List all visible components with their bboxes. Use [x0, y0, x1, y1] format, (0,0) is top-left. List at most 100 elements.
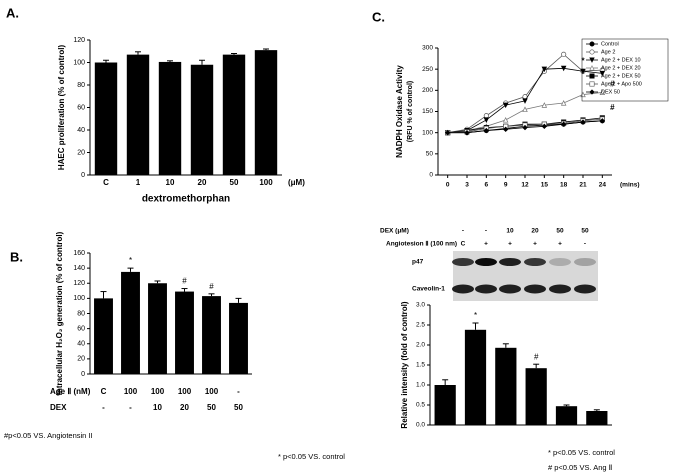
blot-background: [453, 251, 598, 301]
legend-label: Age 2 + DEX 10: [601, 57, 641, 63]
legend-label: DEX 50: [601, 89, 620, 95]
x-tick-label: 100: [259, 178, 273, 187]
point: [522, 106, 528, 112]
point: [502, 126, 509, 132]
blot-band-label: Caveolin-1: [412, 286, 445, 293]
legend-label: Age 2: [601, 49, 615, 55]
point: [599, 70, 606, 77]
x-row-value: 20: [180, 403, 189, 412]
point: [444, 129, 451, 136]
point: [580, 119, 586, 125]
y-tick-label: 80: [77, 82, 85, 89]
blot-lane-value: 50: [581, 228, 589, 235]
bar: [94, 62, 118, 175]
blot-band: [574, 258, 596, 266]
x-row-value: 100: [124, 387, 138, 396]
x-tick-label: 10: [166, 178, 175, 187]
bar: [175, 291, 194, 374]
point: [464, 129, 470, 136]
annotation: #: [610, 103, 615, 112]
x-tick-label: 12: [521, 182, 529, 189]
x-row-value: -: [102, 403, 105, 412]
point: [560, 65, 567, 72]
y-tick-label: 1.5: [416, 362, 425, 369]
y-tick-label: 2.5: [416, 322, 425, 329]
blot-band: [524, 258, 546, 266]
significance-marker: #: [209, 282, 214, 291]
point: [599, 89, 606, 96]
panel-label: C.: [372, 9, 385, 24]
point: [560, 121, 567, 127]
blot-band: [475, 258, 497, 266]
x-tick-label: 9: [504, 182, 508, 189]
x-row-value: C: [101, 387, 107, 396]
bar: [202, 296, 221, 374]
x-tick-label: 15: [541, 182, 549, 189]
x-row-value: 100: [178, 387, 192, 396]
blot-band: [452, 284, 474, 294]
x-tick-label: 6: [485, 182, 489, 189]
footnote: * p<0.05 VS. control: [548, 448, 615, 457]
y-tick-label: 0: [81, 172, 85, 179]
point: [522, 124, 528, 131]
point: [560, 100, 567, 106]
x-row-value: 50: [207, 403, 216, 412]
bar: [586, 411, 608, 425]
x-axis-label: dextromethorphan: [142, 194, 230, 205]
blot-lane-value: +: [508, 241, 512, 248]
x-tick-label: C: [103, 178, 109, 187]
point: [541, 102, 548, 108]
panel-label: A.: [6, 5, 19, 20]
x-tick-label: 18: [560, 182, 568, 189]
significance-marker: #: [182, 277, 187, 286]
y-tick-label: 0.5: [416, 402, 425, 409]
bar: [434, 385, 456, 425]
bar: [555, 406, 578, 425]
blot-band: [499, 258, 521, 266]
x-row-value: 10: [153, 403, 162, 412]
bar: [222, 54, 246, 175]
blot-lane-value: 50: [556, 228, 564, 235]
point: [541, 66, 548, 73]
x-row-value: -: [129, 403, 132, 412]
point: [541, 123, 548, 130]
legend-label: Age 2 + DEX 20: [601, 65, 641, 71]
legend-box: [581, 38, 669, 102]
point: [522, 98, 528, 104]
bar: [94, 298, 113, 374]
x-tick-label: 3: [465, 182, 469, 189]
legend-label: Age 2 + DEX 50: [601, 73, 641, 79]
y-axis-label: (RFU % of control): [407, 81, 414, 142]
y-tick-label: 120: [73, 280, 85, 287]
y-tick-label: 150: [422, 108, 433, 115]
bar: [229, 302, 248, 374]
point: [502, 116, 509, 123]
point: [483, 127, 490, 134]
point: [561, 51, 567, 57]
bar: [121, 271, 140, 374]
x-tick-label: 50: [230, 178, 239, 187]
significance-marker: *: [129, 256, 132, 265]
y-tick-label: 160: [73, 250, 85, 257]
y-axis-label: Relative intensity (fold of control): [400, 301, 409, 428]
blot-lane-value: -: [462, 228, 464, 235]
blot-band: [499, 284, 521, 294]
blot-band: [524, 284, 546, 294]
x-row-value: 100: [205, 387, 219, 396]
y-tick-label: 20: [77, 149, 85, 156]
bar: [254, 50, 278, 175]
blot-row-label: DEX (μM): [380, 228, 409, 235]
significance-marker: *: [474, 311, 477, 320]
legend-label: Age 2 + Apo 500: [601, 81, 642, 87]
x-tick-label: 21: [579, 182, 587, 189]
blot-band: [549, 258, 571, 266]
y-tick-label: 60: [77, 104, 85, 111]
x-tick-label: 0: [446, 182, 450, 189]
y-tick-label: 20: [77, 356, 85, 363]
blot-band-label: p47: [412, 259, 424, 266]
y-tick-label: 1.0: [416, 382, 425, 389]
blot-lane-value: C: [461, 241, 466, 248]
legend-marker: [589, 49, 595, 55]
annotation: #: [610, 80, 615, 89]
